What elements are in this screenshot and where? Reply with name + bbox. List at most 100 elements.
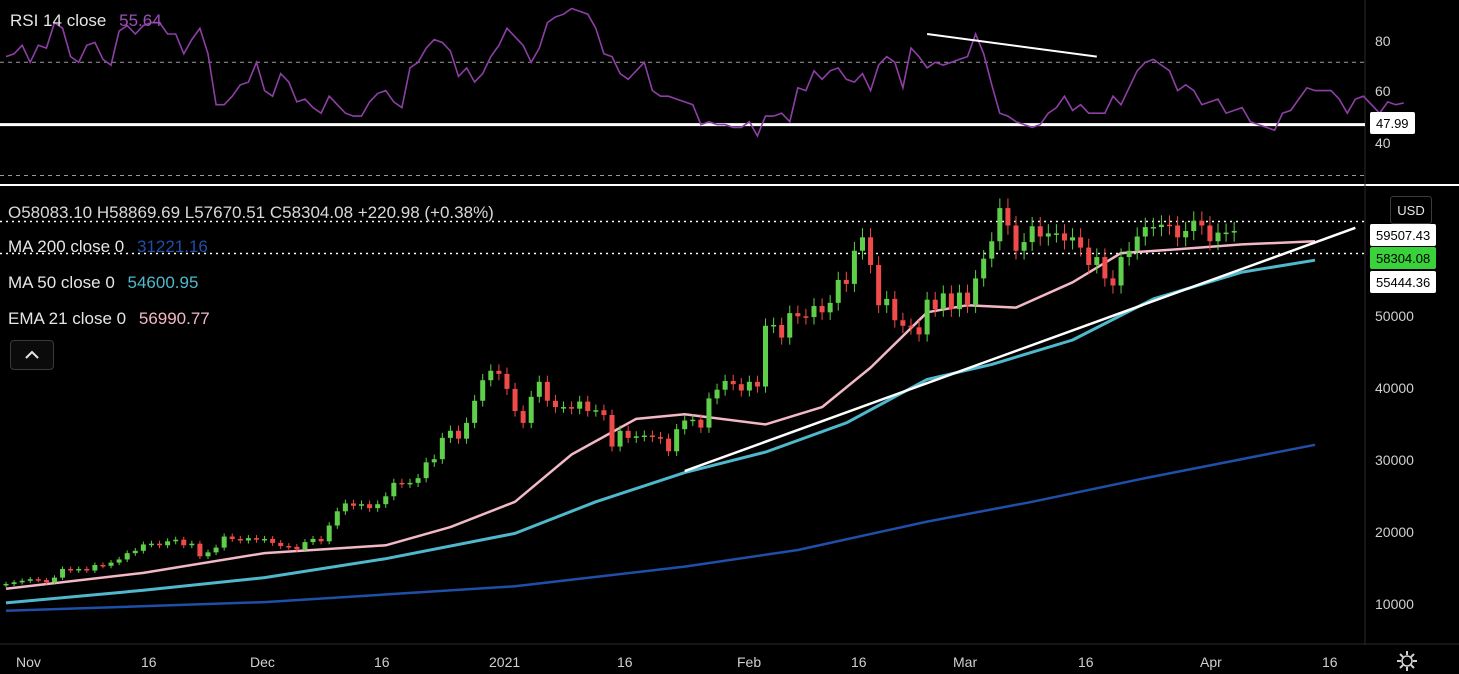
candle-body bbox=[472, 400, 478, 423]
candle-body bbox=[1126, 250, 1132, 258]
candle-body bbox=[181, 539, 187, 546]
ma200-label: MA 200 close 0 bbox=[8, 237, 125, 256]
ma200-line bbox=[5, 443, 1316, 613]
candle-body bbox=[965, 292, 971, 306]
candle-body bbox=[690, 419, 696, 422]
candle-body bbox=[876, 264, 882, 306]
candle-body bbox=[245, 538, 251, 541]
time-axis-tick: Mar bbox=[953, 654, 978, 670]
candle-body bbox=[229, 536, 235, 539]
candle-body bbox=[633, 436, 639, 438]
candle-body bbox=[286, 546, 292, 548]
last-price-tag: 58304.08 bbox=[1370, 247, 1437, 269]
candle-body bbox=[1150, 227, 1156, 229]
candle-body bbox=[221, 536, 227, 548]
candle-body bbox=[625, 430, 631, 438]
candle-body bbox=[334, 511, 340, 526]
candle-body bbox=[1167, 224, 1173, 227]
candle-body bbox=[609, 414, 615, 447]
candle-body bbox=[1183, 231, 1189, 238]
candle-body bbox=[116, 559, 122, 563]
ma200-legend: MA 200 close 0 31221.16 bbox=[8, 237, 208, 257]
candle-body bbox=[253, 538, 259, 540]
candle-body bbox=[1045, 233, 1051, 237]
candle-body bbox=[157, 543, 163, 546]
time-axis-tick: 16 bbox=[1322, 654, 1338, 670]
candle-body bbox=[431, 459, 437, 463]
candle-body bbox=[76, 568, 82, 571]
candle-body bbox=[148, 543, 154, 546]
support-trendline bbox=[684, 226, 1356, 473]
candle-body bbox=[674, 429, 680, 452]
candle-body bbox=[803, 316, 809, 318]
candle-body bbox=[455, 430, 461, 439]
candle-body bbox=[779, 324, 785, 338]
time-axis-tick: 16 bbox=[1078, 654, 1094, 670]
rsi-value: 55.64 bbox=[119, 11, 162, 30]
candle-body bbox=[884, 298, 890, 306]
price-axis-tick: 50000 bbox=[1375, 308, 1414, 324]
candle-body bbox=[294, 546, 300, 550]
candle-body bbox=[92, 564, 98, 571]
candle-body bbox=[1061, 233, 1067, 241]
candle-body bbox=[722, 381, 728, 390]
candle-body bbox=[140, 544, 146, 551]
candle-body bbox=[310, 538, 316, 543]
candle-body bbox=[480, 380, 486, 401]
candle-body bbox=[108, 562, 114, 566]
candle-body bbox=[399, 482, 405, 485]
time-axis-tick: Nov bbox=[16, 654, 41, 670]
candle-body bbox=[1215, 232, 1221, 242]
candle-body bbox=[577, 401, 583, 409]
candle-body bbox=[585, 401, 591, 412]
candle-body bbox=[811, 306, 817, 318]
candle-body bbox=[11, 582, 17, 584]
candle-body bbox=[900, 320, 906, 326]
candle-body bbox=[415, 478, 421, 483]
candle-body bbox=[213, 547, 219, 553]
candle-body bbox=[1013, 225, 1019, 251]
candle-body bbox=[1175, 225, 1181, 238]
candle-body bbox=[391, 482, 397, 497]
candle-body bbox=[197, 543, 203, 557]
time-axis-tick: 16 bbox=[141, 654, 157, 670]
ma200-value: 31221.16 bbox=[136, 237, 208, 256]
candle-body bbox=[819, 306, 825, 313]
candle-body bbox=[1053, 233, 1059, 235]
ema21-line bbox=[5, 240, 1316, 590]
candle-body bbox=[1037, 226, 1043, 237]
candle-body bbox=[924, 299, 930, 335]
candle-body bbox=[989, 241, 995, 259]
candle-body bbox=[682, 420, 688, 430]
candle-body bbox=[132, 550, 138, 554]
candle-body bbox=[439, 437, 445, 460]
candle-body bbox=[496, 370, 502, 374]
collapse-legend-button[interactable] bbox=[10, 340, 54, 370]
candle-body bbox=[270, 538, 276, 543]
candle-body bbox=[60, 568, 66, 578]
currency-button[interactable]: USD bbox=[1390, 196, 1432, 224]
candle-body bbox=[666, 438, 672, 452]
candle-body bbox=[536, 381, 542, 397]
ma50-legend: MA 50 close 0 54600.95 bbox=[8, 273, 198, 293]
candle-body bbox=[835, 279, 841, 303]
candle-body bbox=[1207, 225, 1213, 242]
candle-body bbox=[326, 525, 332, 542]
time-axis-tick: 16 bbox=[617, 654, 633, 670]
price-axis-tick: 10000 bbox=[1375, 596, 1414, 612]
settings-gear-icon[interactable] bbox=[1396, 650, 1418, 672]
candle-body bbox=[165, 541, 171, 546]
ema21-label: EMA 21 close 0 bbox=[8, 309, 127, 328]
candle-body bbox=[706, 398, 712, 428]
candle-body bbox=[359, 504, 365, 506]
candle-body bbox=[19, 580, 25, 583]
candle-body bbox=[730, 381, 736, 385]
candle-body bbox=[561, 407, 567, 409]
candle-body bbox=[528, 396, 534, 423]
resistance-price-tag: 59507.43 bbox=[1370, 224, 1437, 246]
ema21-value: 56990.77 bbox=[138, 309, 210, 328]
price-axis-tick: 30000 bbox=[1375, 452, 1414, 468]
candle-body bbox=[407, 482, 413, 485]
candle-body bbox=[1223, 232, 1229, 235]
